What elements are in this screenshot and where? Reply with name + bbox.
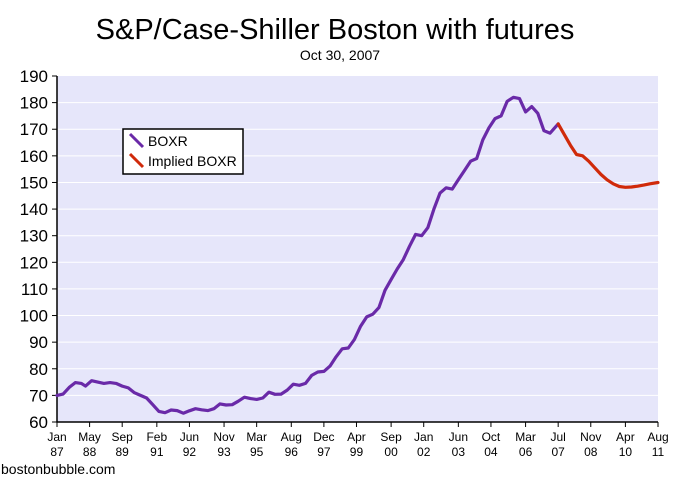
x-tick-label-year: 11 xyxy=(652,445,665,459)
legend-label-implied: Implied BOXR xyxy=(148,153,237,169)
y-tick-label: 100 xyxy=(20,307,48,326)
x-axis: Jan87May88Sep89Feb91Jun92Nov93Mar95Aug96… xyxy=(47,76,669,459)
x-tick-label-year: 00 xyxy=(384,445,398,459)
x-tick-label-year: 04 xyxy=(484,445,498,459)
x-tick-label-month: Nov xyxy=(580,430,601,444)
x-tick-label-month: Mar xyxy=(246,430,267,444)
x-tick-label-year: 96 xyxy=(285,445,299,459)
plot-area xyxy=(57,76,658,422)
x-tick-label-month: Aug xyxy=(647,430,668,444)
x-tick-label-month: Dec xyxy=(313,430,334,444)
y-tick-label: 60 xyxy=(29,413,48,432)
x-tick-label-month: Jul xyxy=(551,430,566,444)
y-tick-label: 130 xyxy=(20,227,48,246)
x-tick-label-month: Sep xyxy=(380,430,402,444)
x-tick-label-month: Apr xyxy=(616,430,635,444)
x-tick-label-month: May xyxy=(78,430,101,444)
x-tick-label-year: 02 xyxy=(417,445,431,459)
series-lines xyxy=(55,95,660,415)
y-tick-label: 90 xyxy=(29,333,48,352)
source-watermark: bostonbubble.com xyxy=(1,461,115,477)
x-tick-label-year: 93 xyxy=(217,445,231,459)
x-tick-label-year: 91 xyxy=(150,445,164,459)
x-tick-label-month: Aug xyxy=(281,430,302,444)
x-tick-label-year: 99 xyxy=(350,445,364,459)
x-tick-label-month: Sep xyxy=(112,430,134,444)
x-tick-label-month: Oct xyxy=(482,430,501,444)
x-tick-label-month: Mar xyxy=(515,430,536,444)
x-tick-label-year: 87 xyxy=(50,445,64,459)
axis-lines xyxy=(56,76,658,423)
y-tick-label: 110 xyxy=(21,280,48,299)
legend-swatch-implied xyxy=(128,152,145,169)
x-tick-label-year: 97 xyxy=(317,445,331,459)
x-tick-label-year: 95 xyxy=(250,445,264,459)
x-tick-label-year: 08 xyxy=(584,445,598,459)
y-axis: 60 70 80 90 100 110 120 130 140 150 160 170 180 190 xyxy=(20,67,57,432)
x-tick-label-year: 88 xyxy=(83,445,97,459)
x-tick-label-month: Apr xyxy=(347,430,366,444)
y-tick-label: 150 xyxy=(20,173,48,192)
x-tick-label-year: 07 xyxy=(551,445,565,459)
legend-label-boxr: BOXR xyxy=(148,133,188,149)
chart-subtitle: Oct 30, 2007 xyxy=(300,47,380,63)
chart-title: S&P/Case-Shiller Boston with futures xyxy=(96,14,575,46)
x-tick-label-year: 06 xyxy=(519,445,533,459)
x-tick-label-year: 92 xyxy=(183,445,197,459)
x-tick-label-month: Jan xyxy=(414,430,433,444)
x-tick-label-month: Jan xyxy=(47,430,66,444)
series-line-boxr xyxy=(55,95,560,415)
y-tick-label: 120 xyxy=(20,253,48,272)
x-tick-label-year: 89 xyxy=(116,445,130,459)
x-tick-label-month: Nov xyxy=(213,430,234,444)
series-line-implied-boxr xyxy=(556,122,660,189)
y-tick-label: 70 xyxy=(29,386,48,405)
x-tick-label-month: Feb xyxy=(146,430,167,444)
x-tick-label-year: 03 xyxy=(452,445,466,459)
x-tick-label-month: Jun xyxy=(449,430,468,444)
y-tick-label: 180 xyxy=(20,94,48,113)
y-tick-label: 80 xyxy=(29,360,48,379)
x-tick-label-year: 10 xyxy=(619,445,633,459)
y-tick-label: 140 xyxy=(20,200,48,219)
y-tick-label: 190 xyxy=(20,67,48,86)
legend: BOXR Implied BOXR xyxy=(122,128,244,175)
legend-swatch-boxr xyxy=(128,132,145,149)
x-tick-label-month: Jun xyxy=(180,430,199,444)
y-tick-label: 160 xyxy=(20,147,48,166)
y-tick-label: 170 xyxy=(20,120,48,139)
